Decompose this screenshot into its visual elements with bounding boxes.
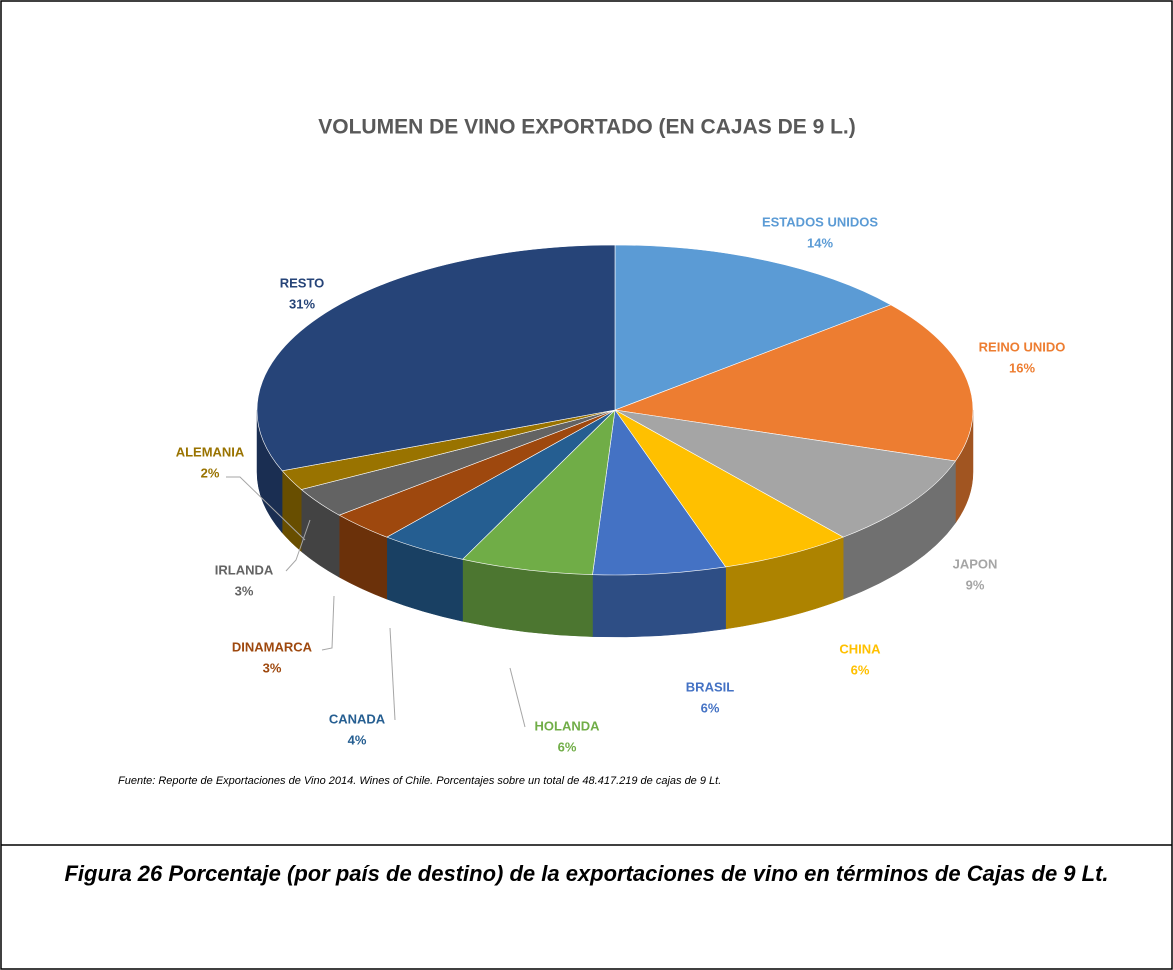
slice <box>614 244 892 411</box>
slice <box>614 409 844 568</box>
slice-label: HOLANDA <box>535 718 601 733</box>
slice <box>614 409 957 538</box>
slice-value-label: 9% <box>966 577 985 592</box>
slice-label: RESTO <box>280 275 325 290</box>
slice <box>461 409 616 575</box>
slice-value-label: 14% <box>807 235 833 250</box>
slice-value-label: 3% <box>263 660 282 675</box>
slice-label: IRLANDA <box>215 562 274 577</box>
leader-line <box>509 667 526 728</box>
slice-value-label: 6% <box>851 662 870 677</box>
slice-value-label: 3% <box>235 583 254 598</box>
slice-side <box>592 566 726 638</box>
chart-title: VOLUMEN DE VINO EXPORTADO (EN CAJAS DE 9… <box>318 116 856 139</box>
slice-label: JAPON <box>953 556 998 571</box>
pie-sides <box>256 409 974 638</box>
slice-value-label: 4% <box>348 732 367 747</box>
slice-label: DINAMARCA <box>232 639 313 654</box>
slice-label: REINO UNIDO <box>979 339 1066 354</box>
leader-line <box>389 627 396 721</box>
slice-label: CHINA <box>839 641 881 656</box>
slice-value-label: 2% <box>201 465 220 480</box>
slice-value-label: 6% <box>558 739 577 754</box>
slice <box>613 304 974 462</box>
pie-tops <box>256 244 974 576</box>
leader-line <box>226 476 306 541</box>
slice-label: ESTADOS UNIDOS <box>762 214 878 229</box>
source-note: Fuente: Reporte de Exportaciones de Vino… <box>118 775 721 787</box>
leader-line <box>285 519 311 572</box>
figure-caption: Figura 26 Porcentaje (por país de destin… <box>64 861 1109 886</box>
slice-label: CANADA <box>329 711 386 726</box>
slice-value-label: 6% <box>701 700 720 715</box>
slice <box>256 244 616 472</box>
slice-value-label: 16% <box>1009 360 1035 375</box>
slice-label: BRASIL <box>686 679 734 694</box>
slice-label: ALEMANIA <box>176 444 245 459</box>
slice-value-label: 31% <box>289 296 315 311</box>
leader-line <box>321 595 335 651</box>
slice <box>592 409 727 576</box>
